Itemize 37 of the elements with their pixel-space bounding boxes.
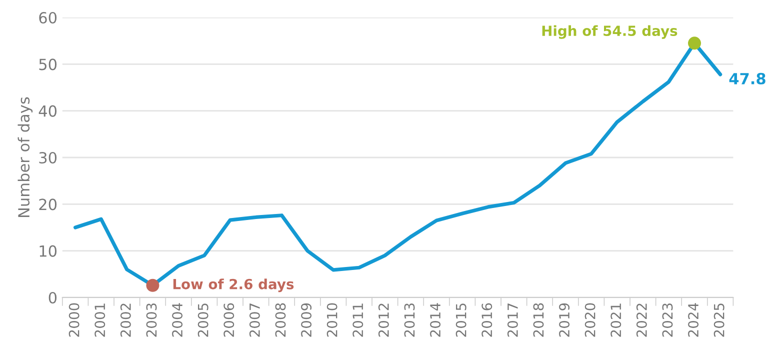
x-tick-label: 2022: [636, 304, 647, 337]
x-tick-label: 2024: [688, 303, 699, 337]
x-tick-label: 2007: [249, 304, 260, 337]
x-tick-label: 2011: [352, 304, 364, 337]
x-tick-label: 2004: [172, 303, 183, 337]
x-tick-label: 2016: [482, 303, 492, 337]
y-tick-label: 50: [39, 58, 57, 70]
x-tick-label: 2017: [507, 304, 518, 337]
y-tick-label: 20: [39, 198, 57, 210]
annotation: Low of 2.6 days: [173, 278, 294, 292]
x-tick-label: 2013: [404, 303, 415, 337]
x-tick-label: 2001: [94, 304, 106, 337]
x-tick-label: 2018: [533, 303, 544, 337]
y-tick-label: 40: [38, 105, 57, 117]
x-tick-label: 2010: [326, 303, 338, 337]
y-axis-title: Number of days: [18, 97, 33, 217]
y-tick-label: 30: [39, 152, 57, 164]
x-tick-label: 2002: [120, 304, 131, 337]
x-tick-label: 2012: [378, 304, 389, 337]
x-tick-label: 2019: [559, 303, 570, 337]
x-tick-label: 2015: [456, 304, 466, 337]
x-tick-label: 2023: [662, 303, 673, 337]
x-tick-label: 2021: [610, 304, 622, 337]
y-tick-label: 0: [48, 292, 57, 304]
annotation: High of 54.5 days: [542, 25, 678, 39]
x-tick-label: 2006: [224, 303, 234, 337]
x-tick-label: 2000: [68, 303, 80, 337]
y-tick-label: 10: [40, 245, 57, 257]
y-tick-label: 60: [39, 12, 57, 24]
x-tick-label: 2005: [198, 304, 208, 337]
data-label: 47.8: [729, 72, 766, 84]
x-tick-label: 2009: [301, 303, 312, 337]
x-tick-label: 2025: [714, 304, 724, 337]
x-tick-label: 2014: [430, 303, 441, 337]
x-tick-label: 2008: [275, 303, 286, 337]
x-tick-label: 2020: [584, 303, 596, 337]
x-tick-label: 2003: [146, 303, 157, 337]
